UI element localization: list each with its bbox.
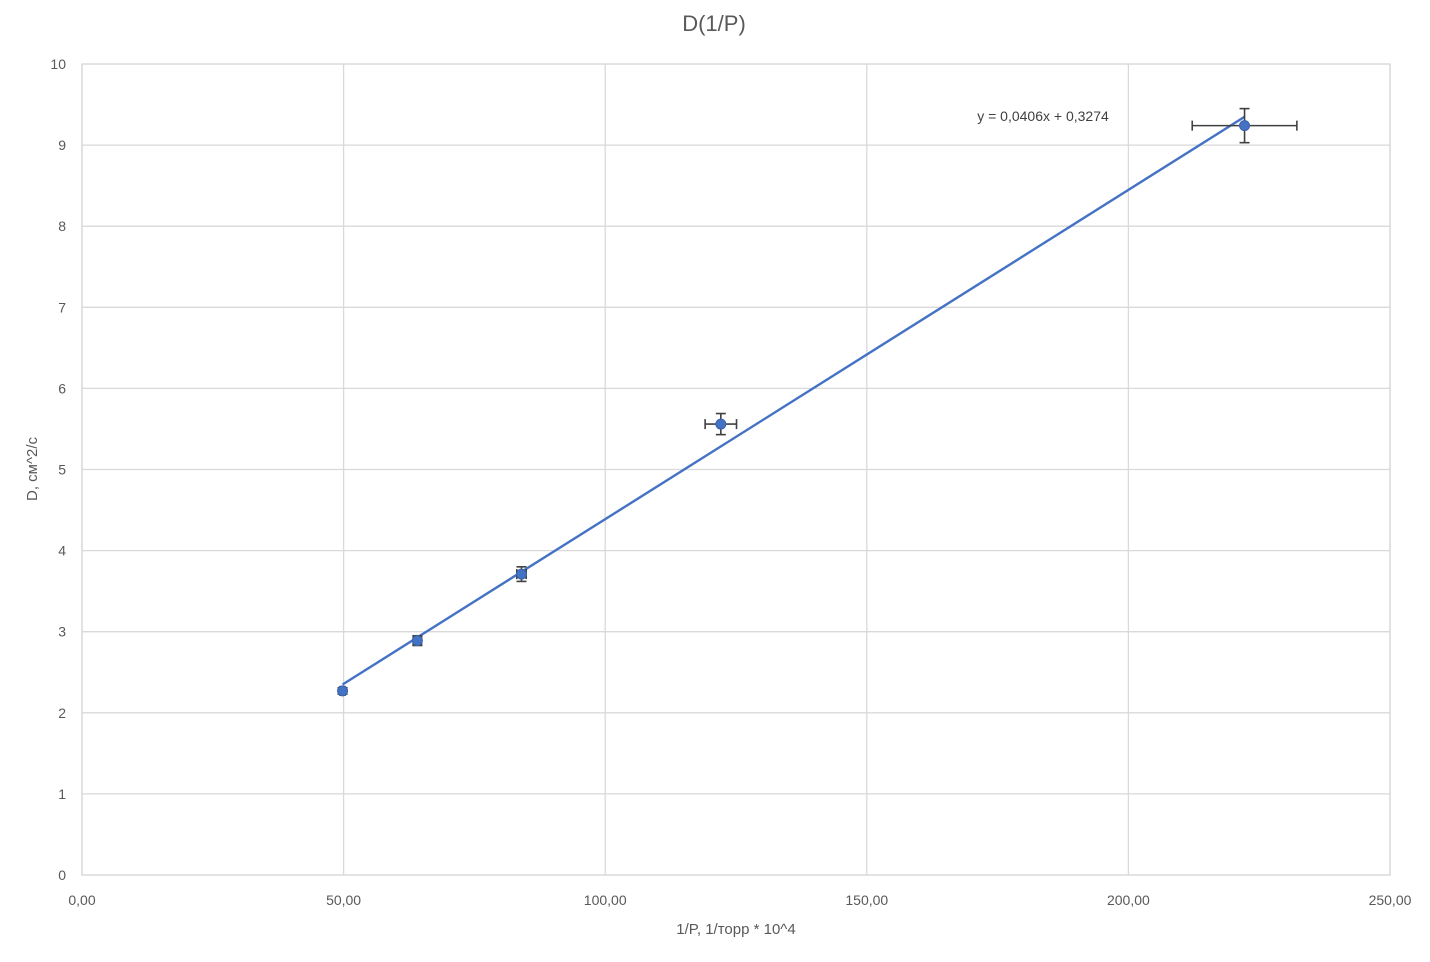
trendline <box>341 115 1246 686</box>
y-tick-label: 9 <box>58 137 66 153</box>
y-tick-label: 7 <box>58 299 66 315</box>
data-points <box>337 120 1251 697</box>
chart-title: D(1/P) <box>682 11 746 36</box>
x-tick-label: 100,00 <box>584 892 627 908</box>
trendline-equation: y = 0,0406x + 0,3274 <box>977 108 1109 124</box>
x-tick-label: 200,00 <box>1107 892 1150 908</box>
x-tick-label: 0,00 <box>68 892 95 908</box>
y-tick-label: 5 <box>58 462 66 478</box>
y-tick-label: 8 <box>58 218 66 234</box>
x-tick-label: 250,00 <box>1369 892 1412 908</box>
data-point <box>411 635 423 647</box>
x-tick-label: 150,00 <box>845 892 888 908</box>
data-point <box>715 418 727 430</box>
y-tick-label: 1 <box>58 786 66 802</box>
data-point <box>337 685 349 697</box>
data-point <box>515 568 527 580</box>
data-point <box>1239 120 1251 132</box>
x-tick-label: 50,00 <box>326 892 361 908</box>
y-axis-label: D, см^2/с <box>24 436 41 501</box>
x-axis-label: 1/P, 1/торр * 10^4 <box>676 921 795 938</box>
error-bars <box>337 107 1298 696</box>
y-tick-label: 10 <box>50 56 66 72</box>
y-tick-label: 3 <box>58 624 66 640</box>
plot-grid <box>81 63 1391 876</box>
y-tick-label: 2 <box>58 705 66 721</box>
trendline-layer <box>341 115 1246 686</box>
y-tick-label: 4 <box>58 543 66 559</box>
y-tick-label: 6 <box>58 380 66 396</box>
y-tick-label: 0 <box>58 867 66 883</box>
plot-frame <box>81 63 1391 876</box>
